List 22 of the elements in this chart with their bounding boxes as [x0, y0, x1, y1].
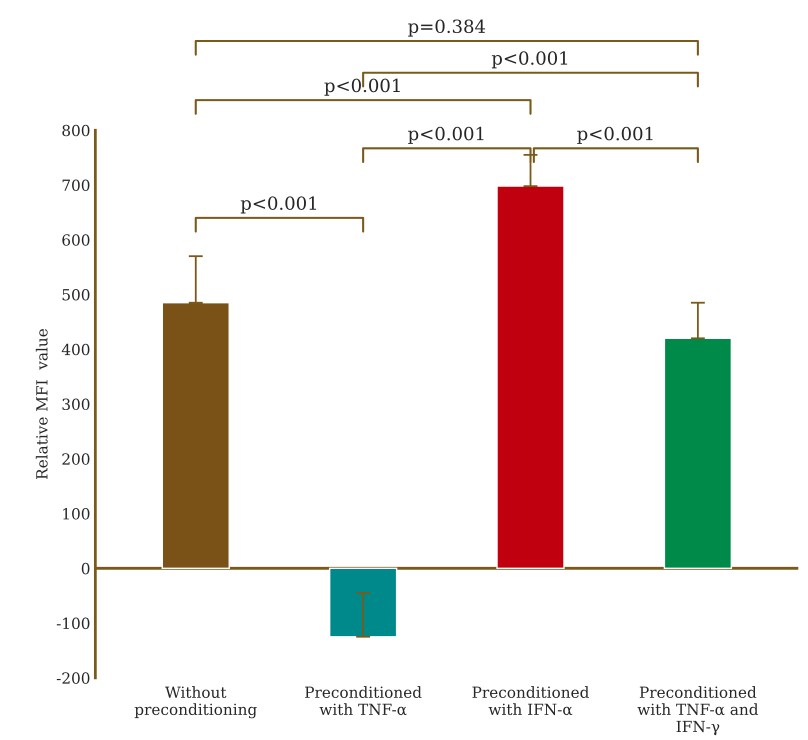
y-tick-label: 500: [62, 288, 90, 301]
text: p<0.001: [492, 51, 568, 68]
y-tick-label: -100: [56, 618, 90, 630]
text: p=0.384: [408, 19, 486, 37]
y-tick-label: 600: [62, 234, 90, 246]
x-tick-label: Without preconditioning: [134, 686, 257, 718]
x-tick-label: Preconditioned with TNF-α: [305, 686, 422, 716]
x-tick-label: Preconditioned with IFN-α: [472, 686, 589, 716]
y-tick-label: 100: [63, 508, 90, 520]
y-axis-title: Relative MFI value: [36, 329, 48, 479]
annotation: p<0.001: [408, 126, 484, 144]
text: p<0.001: [324, 78, 400, 96]
y-tick-label: 400: [62, 344, 90, 356]
annotation: p<0.001: [577, 126, 652, 144]
annotation: p<0.001: [240, 196, 316, 214]
y-tick-label: 700: [62, 179, 90, 192]
y-tick-label: 300: [62, 398, 90, 410]
y-tick-label: 800: [62, 124, 90, 136]
x-tick-label: Preconditioned with TNF-α and IFN-γ: [637, 686, 758, 736]
y-tick-label: 0: [82, 562, 90, 574]
y-tick-label: -200: [56, 672, 90, 684]
y-tick-label: 200: [62, 453, 90, 465]
